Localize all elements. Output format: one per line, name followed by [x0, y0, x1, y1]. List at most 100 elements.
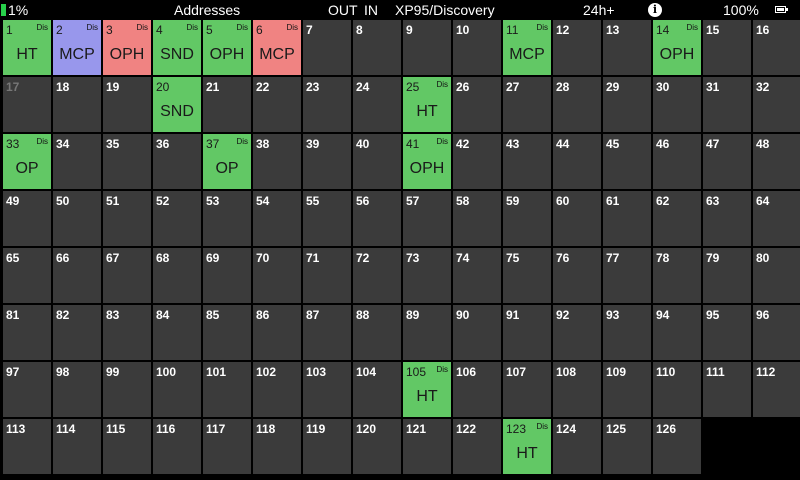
address-cell-81[interactable]: 81 [3, 305, 51, 360]
address-cell-20[interactable]: 20 SND [153, 77, 201, 132]
address-cell-109[interactable]: 109 [603, 362, 651, 417]
address-cell-8[interactable]: 8 [353, 20, 401, 75]
address-cell-14[interactable]: 14 Dis OPH [653, 20, 701, 75]
address-cell-29[interactable]: 29 [603, 77, 651, 132]
address-cell-97[interactable]: 97 [3, 362, 51, 417]
address-cell-67[interactable]: 67 [103, 248, 151, 303]
address-cell-74[interactable]: 74 [453, 248, 501, 303]
info-icon[interactable]: i [648, 3, 662, 17]
address-cell-45[interactable]: 45 [603, 134, 651, 189]
address-cell-52[interactable]: 52 [153, 191, 201, 246]
address-cell-113[interactable]: 113 [3, 419, 51, 474]
address-cell-57[interactable]: 57 [403, 191, 451, 246]
address-cell-7[interactable]: 7 [303, 20, 351, 75]
address-cell-85[interactable]: 85 [203, 305, 251, 360]
address-cell-16[interactable]: 16 [753, 20, 800, 75]
address-cell-100[interactable]: 100 [153, 362, 201, 417]
address-cell-84[interactable]: 84 [153, 305, 201, 360]
address-cell-55[interactable]: 55 [303, 191, 351, 246]
address-cell-66[interactable]: 66 [53, 248, 101, 303]
address-cell-82[interactable]: 82 [53, 305, 101, 360]
address-cell-73[interactable]: 73 [403, 248, 451, 303]
address-cell-58[interactable]: 58 [453, 191, 501, 246]
address-cell-24[interactable]: 24 [353, 77, 401, 132]
address-cell-46[interactable]: 46 [653, 134, 701, 189]
address-cell-23[interactable]: 23 [303, 77, 351, 132]
address-cell-92[interactable]: 92 [553, 305, 601, 360]
address-cell-110[interactable]: 110 [653, 362, 701, 417]
address-cell-101[interactable]: 101 [203, 362, 251, 417]
address-cell-61[interactable]: 61 [603, 191, 651, 246]
address-cell-26[interactable]: 26 [453, 77, 501, 132]
address-cell-75[interactable]: 75 [503, 248, 551, 303]
address-cell-15[interactable]: 15 [703, 20, 751, 75]
address-cell-53[interactable]: 53 [203, 191, 251, 246]
address-cell-12[interactable]: 12 [553, 20, 601, 75]
address-cell-93[interactable]: 93 [603, 305, 651, 360]
address-cell-25[interactable]: 25 Dis HT [403, 77, 451, 132]
address-cell-13[interactable]: 13 [603, 20, 651, 75]
address-cell-30[interactable]: 30 [653, 77, 701, 132]
address-cell-54[interactable]: 54 [253, 191, 301, 246]
address-cell-21[interactable]: 21 [203, 77, 251, 132]
address-cell-34[interactable]: 34 [53, 134, 101, 189]
address-cell-90[interactable]: 90 [453, 305, 501, 360]
address-cell-104[interactable]: 104 [353, 362, 401, 417]
address-cell-83[interactable]: 83 [103, 305, 151, 360]
address-cell-111[interactable]: 111 [703, 362, 751, 417]
address-cell-107[interactable]: 107 [503, 362, 551, 417]
address-cell-1[interactable]: 1 Dis HT [3, 20, 51, 75]
address-cell-77[interactable]: 77 [603, 248, 651, 303]
address-cell-56[interactable]: 56 [353, 191, 401, 246]
address-cell-5[interactable]: 5 Dis OPH [203, 20, 251, 75]
address-cell-2[interactable]: 2 Dis MCP [53, 20, 101, 75]
address-cell-88[interactable]: 88 [353, 305, 401, 360]
address-cell-63[interactable]: 63 [703, 191, 751, 246]
address-cell-64[interactable]: 64 [753, 191, 800, 246]
address-cell-51[interactable]: 51 [103, 191, 151, 246]
address-cell-108[interactable]: 108 [553, 362, 601, 417]
address-cell-43[interactable]: 43 [503, 134, 551, 189]
address-cell-37[interactable]: 37 Dis OP [203, 134, 251, 189]
address-cell-102[interactable]: 102 [253, 362, 301, 417]
address-cell-70[interactable]: 70 [253, 248, 301, 303]
address-cell-28[interactable]: 28 [553, 77, 601, 132]
address-cell-19[interactable]: 19 [103, 77, 151, 132]
address-cell-106[interactable]: 106 [453, 362, 501, 417]
address-cell-69[interactable]: 69 [203, 248, 251, 303]
address-cell-48[interactable]: 48 [753, 134, 800, 189]
address-cell-50[interactable]: 50 [53, 191, 101, 246]
address-cell-115[interactable]: 115 [103, 419, 151, 474]
address-cell-59[interactable]: 59 [503, 191, 551, 246]
address-cell-99[interactable]: 99 [103, 362, 151, 417]
address-cell-121[interactable]: 121 [403, 419, 451, 474]
address-cell-22[interactable]: 22 [253, 77, 301, 132]
address-cell-78[interactable]: 78 [653, 248, 701, 303]
address-cell-123[interactable]: 123 Dis HT [503, 419, 551, 474]
address-cell-4[interactable]: 4 Dis SND [153, 20, 201, 75]
address-cell-32[interactable]: 32 [753, 77, 800, 132]
address-cell-117[interactable]: 117 [203, 419, 251, 474]
address-cell-87[interactable]: 87 [303, 305, 351, 360]
address-cell-71[interactable]: 71 [303, 248, 351, 303]
address-cell-65[interactable]: 65 [3, 248, 51, 303]
address-cell-119[interactable]: 119 [303, 419, 351, 474]
address-cell-122[interactable]: 122 [453, 419, 501, 474]
address-cell-49[interactable]: 49 [3, 191, 51, 246]
address-cell-60[interactable]: 60 [553, 191, 601, 246]
address-cell-118[interactable]: 118 [253, 419, 301, 474]
address-cell-112[interactable]: 112 [753, 362, 800, 417]
address-cell-68[interactable]: 68 [153, 248, 201, 303]
address-cell-125[interactable]: 125 [603, 419, 651, 474]
address-cell-6[interactable]: 6 Dis MCP [253, 20, 301, 75]
address-cell-86[interactable]: 86 [253, 305, 301, 360]
address-cell-105[interactable]: 105 Dis HT [403, 362, 451, 417]
address-cell-39[interactable]: 39 [303, 134, 351, 189]
address-cell-18[interactable]: 18 [53, 77, 101, 132]
address-cell-91[interactable]: 91 [503, 305, 551, 360]
address-cell-80[interactable]: 80 [753, 248, 800, 303]
address-cell-36[interactable]: 36 [153, 134, 201, 189]
address-cell-17[interactable]: 17 [3, 77, 51, 132]
address-cell-35[interactable]: 35 [103, 134, 151, 189]
address-cell-44[interactable]: 44 [553, 134, 601, 189]
